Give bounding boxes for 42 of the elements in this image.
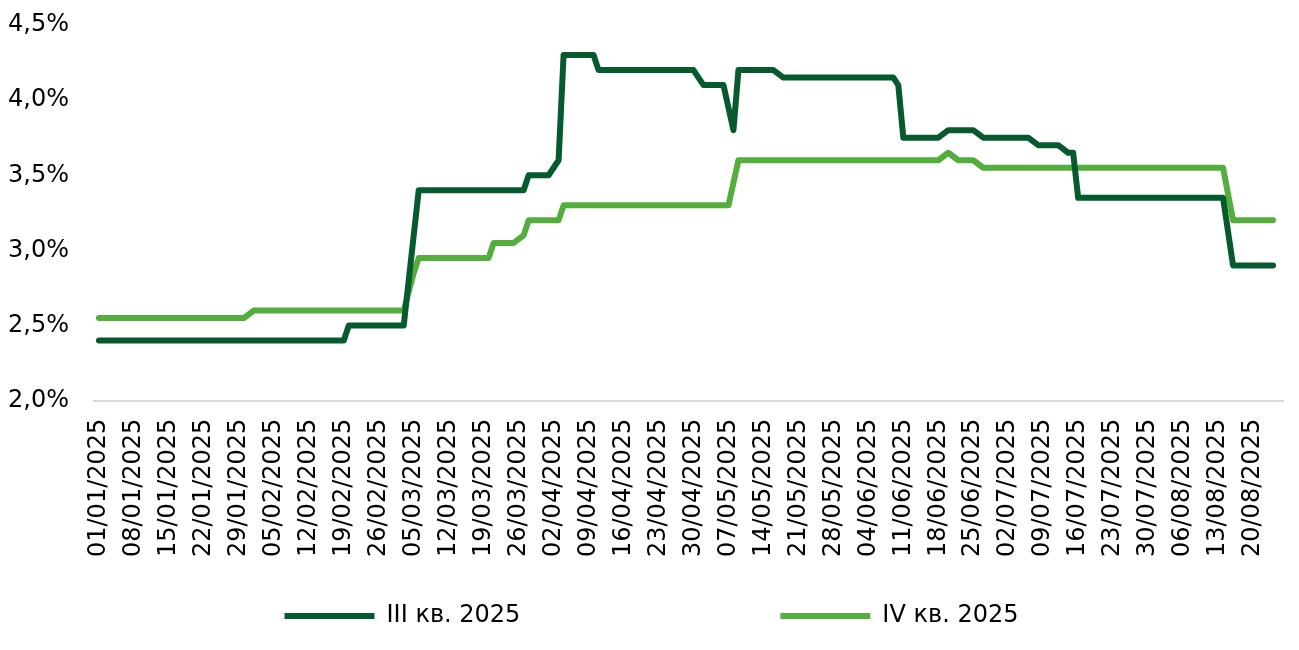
x-tick-label: 19/03/2025 xyxy=(467,418,496,557)
x-tick-label: 18/06/2025 xyxy=(922,418,951,557)
x-tick-label: 25/06/2025 xyxy=(957,418,986,557)
legend-label: IV кв. 2025 xyxy=(882,600,1019,629)
legend-label: III кв. 2025 xyxy=(386,600,521,629)
x-tick-label: 13/08/2025 xyxy=(1202,418,1231,557)
x-tick-label: 07/05/2025 xyxy=(712,418,741,557)
y-tick-label: 4,5% xyxy=(7,9,69,38)
y-tick-label: 2,5% xyxy=(7,309,69,338)
x-tick-label: 23/07/2025 xyxy=(1097,418,1126,557)
x-tick-label: 09/04/2025 xyxy=(572,418,601,557)
x-tick-label: 16/04/2025 xyxy=(607,418,636,557)
x-tick-label: 21/05/2025 xyxy=(782,418,811,557)
x-tick-label: 23/04/2025 xyxy=(642,418,671,557)
y-tick-label: 3,0% xyxy=(7,234,69,263)
x-tick-label: 22/01/2025 xyxy=(188,418,217,557)
x-tick-label: 01/01/2025 xyxy=(83,418,112,557)
y-tick-label: 4,0% xyxy=(7,84,69,113)
x-tick-label: 12/02/2025 xyxy=(293,418,322,557)
x-tick-label: 04/06/2025 xyxy=(852,418,881,557)
x-tick-label: 14/05/2025 xyxy=(747,418,776,557)
x-tick-label: 06/08/2025 xyxy=(1167,418,1196,557)
x-tick-label: 12/03/2025 xyxy=(432,418,461,557)
x-tick-label: 05/03/2025 xyxy=(397,418,426,557)
y-tick-label: 3,5% xyxy=(7,159,69,188)
y-tick-label: 2,0% xyxy=(7,384,69,413)
x-tick-label: 26/02/2025 xyxy=(362,418,391,557)
x-tick-label: 02/04/2025 xyxy=(537,418,566,557)
x-tick-label: 28/05/2025 xyxy=(817,418,846,557)
x-tick-label: 15/01/2025 xyxy=(153,418,182,557)
x-tick-label: 20/08/2025 xyxy=(1237,418,1266,557)
x-tick-label: 11/06/2025 xyxy=(887,418,916,557)
x-tick-label: 29/01/2025 xyxy=(223,418,252,557)
x-tick-label: 02/07/2025 xyxy=(992,418,1021,557)
x-tick-label: 30/07/2025 xyxy=(1132,418,1161,557)
x-tick-label: 26/03/2025 xyxy=(502,418,531,557)
x-tick-label: 30/04/2025 xyxy=(677,418,706,557)
x-tick-label: 09/07/2025 xyxy=(1027,418,1056,557)
x-tick-label: 05/02/2025 xyxy=(258,418,287,557)
x-tick-label: 16/07/2025 xyxy=(1062,418,1091,557)
x-tick-label: 19/02/2025 xyxy=(328,418,356,557)
x-tick-label: 08/01/2025 xyxy=(118,418,147,557)
